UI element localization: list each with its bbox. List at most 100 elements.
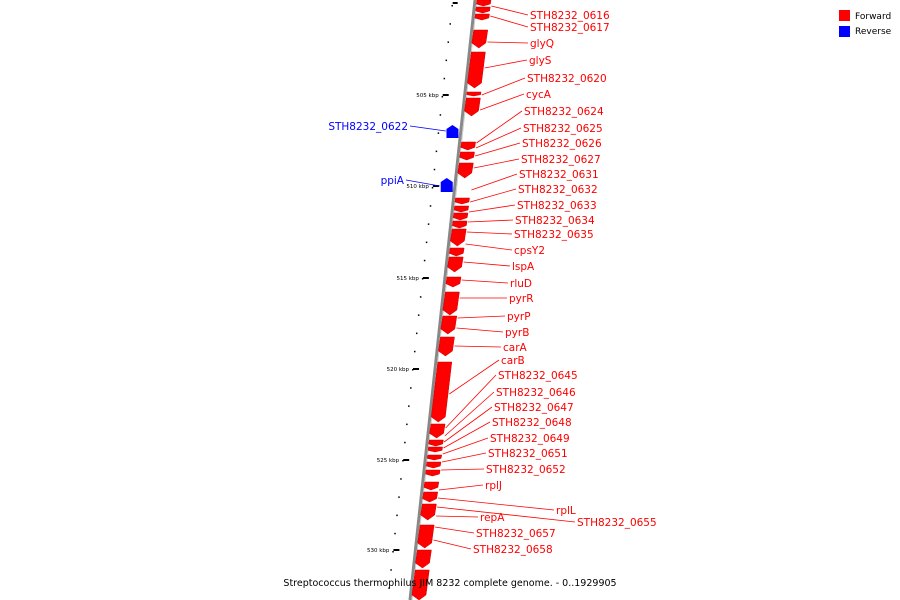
minor-tick [410, 387, 412, 389]
forward-gene-label[interactable]: STH8232_0648 [492, 417, 572, 429]
leader-line [468, 204, 516, 213]
map-caption: Streptococcus thermophilus JIM 8232 comp… [283, 578, 617, 589]
forward-gene [423, 481, 440, 491]
forward-gene [448, 247, 465, 257]
forward-gene [426, 461, 442, 469]
forward-gene-label[interactable]: cycA [526, 89, 552, 101]
forward-gene-label[interactable]: STH8232_0634 [515, 215, 595, 227]
minor-tick [425, 241, 428, 244]
forward-gene-label[interactable]: glyS [529, 55, 552, 67]
forward-gene-label[interactable]: STH8232_0620 [527, 73, 607, 85]
reverse-gene-label[interactable]: ppiA [381, 175, 405, 187]
forward-gene [429, 423, 446, 439]
forward-gene-label[interactable]: STH8232_0617 [530, 22, 610, 34]
minor-tick [443, 77, 446, 80]
major-tick [393, 549, 400, 551]
forward-gene-label[interactable]: STH8232_0626 [522, 138, 602, 150]
forward-gene [438, 336, 455, 357]
forward-gene [454, 197, 470, 205]
leader-line [456, 327, 504, 333]
minor-tick [404, 441, 406, 444]
forward-gene [420, 503, 437, 521]
minor-tick [429, 205, 432, 207]
forward-gene-label[interactable]: STH8232_0652 [486, 464, 566, 476]
forward-gene [411, 569, 430, 600]
forward-gene [476, 0, 492, 7]
leader-line [465, 243, 513, 251]
legend: Forward Reverse [839, 10, 892, 37]
forward-gene-label[interactable]: lspA [512, 261, 535, 273]
forward-gene [471, 29, 489, 49]
forward-gene-label[interactable]: STH8232_0624 [524, 106, 604, 118]
forward-gene-label[interactable]: STH8232_0651 [488, 448, 568, 460]
forward-gene-label[interactable]: STH8232_0632 [518, 184, 598, 196]
forward-gene-label[interactable]: STH8232_0647 [494, 402, 574, 414]
leader-line [433, 539, 472, 550]
minor-tick [392, 551, 394, 553]
tick-label: 510 kbp [406, 184, 429, 190]
forward-gene [459, 151, 475, 161]
forward-gene-label[interactable]: pyrP [507, 311, 531, 323]
forward-gene-label[interactable]: pyrR [509, 293, 534, 305]
legend-reverse-label: Reverse [855, 27, 892, 37]
legend-reverse-swatch [839, 26, 850, 37]
minor-tick [400, 478, 402, 480]
forward-gene-label[interactable]: STH8232_0657 [476, 528, 556, 540]
leader-line [484, 59, 528, 69]
forward-gene-label[interactable]: glyQ [530, 38, 554, 50]
forward-gene [452, 212, 469, 221]
tick-label: 520 kbp [387, 367, 410, 373]
tick-label: 530 kbp [367, 548, 390, 554]
minor-tick [406, 423, 408, 426]
forward-gene-label[interactable]: STH8232_0646 [496, 387, 576, 399]
forward-gene-label[interactable]: cpsY2 [514, 245, 545, 257]
forward-gene-label[interactable]: STH8232_0633 [517, 200, 597, 212]
minor-tick [423, 259, 426, 262]
forward-gene [464, 97, 481, 117]
major-tick [403, 459, 410, 461]
forward-gene-label[interactable]: carB [501, 355, 525, 367]
minor-tick [417, 314, 420, 316]
major-tick [422, 277, 429, 279]
minor-tick [441, 96, 444, 98]
minor-tick [402, 460, 404, 462]
major-tick [442, 94, 449, 96]
leader-line [441, 468, 485, 471]
leader-line [470, 188, 517, 203]
minor-tick [433, 168, 436, 171]
leader-line [474, 142, 521, 157]
forward-gene-label[interactable]: rplJ [485, 480, 502, 492]
major-tick [413, 368, 420, 370]
forward-gene-label[interactable]: carA [503, 342, 528, 354]
reverse-gene-label[interactable]: STH8232_0622 [328, 121, 408, 133]
forward-gene-label[interactable]: rplL [556, 505, 576, 517]
forward-gene-label[interactable]: pyrB [505, 327, 529, 339]
minor-tick [439, 114, 442, 116]
forward-gene [447, 256, 464, 273]
forward-gene [474, 13, 490, 21]
forward-gene-label[interactable]: STH8232_0627 [521, 154, 601, 166]
minor-tick [415, 332, 418, 335]
forward-gene-label[interactable]: repA [480, 512, 505, 524]
minor-tick [449, 23, 451, 25]
forward-gene-label[interactable]: STH8232_0649 [490, 433, 570, 445]
minor-tick [451, 5, 453, 7]
forward-gene-label[interactable]: STH8232_0625 [523, 123, 603, 135]
leader-line [436, 515, 479, 518]
minor-tick [437, 132, 440, 134]
forward-gene [440, 315, 458, 335]
forward-gene-label[interactable]: STH8232_0645 [498, 370, 578, 382]
forward-gene [415, 549, 432, 569]
forward-gene [452, 220, 468, 229]
forward-gene-label[interactable]: STH8232_0635 [514, 229, 594, 241]
forward-gene-label[interactable]: rluD [510, 278, 532, 290]
forward-gene-label[interactable]: STH8232_0658 [473, 544, 553, 556]
forward-gene-label[interactable]: STH8232_0631 [519, 169, 599, 181]
forward-gene-label[interactable]: STH8232_0655 [577, 517, 657, 529]
forward-gene-label[interactable]: STH8232_0616 [530, 10, 610, 22]
forward-gene [453, 205, 469, 213]
forward-gene [467, 51, 486, 89]
minor-tick [447, 41, 450, 43]
